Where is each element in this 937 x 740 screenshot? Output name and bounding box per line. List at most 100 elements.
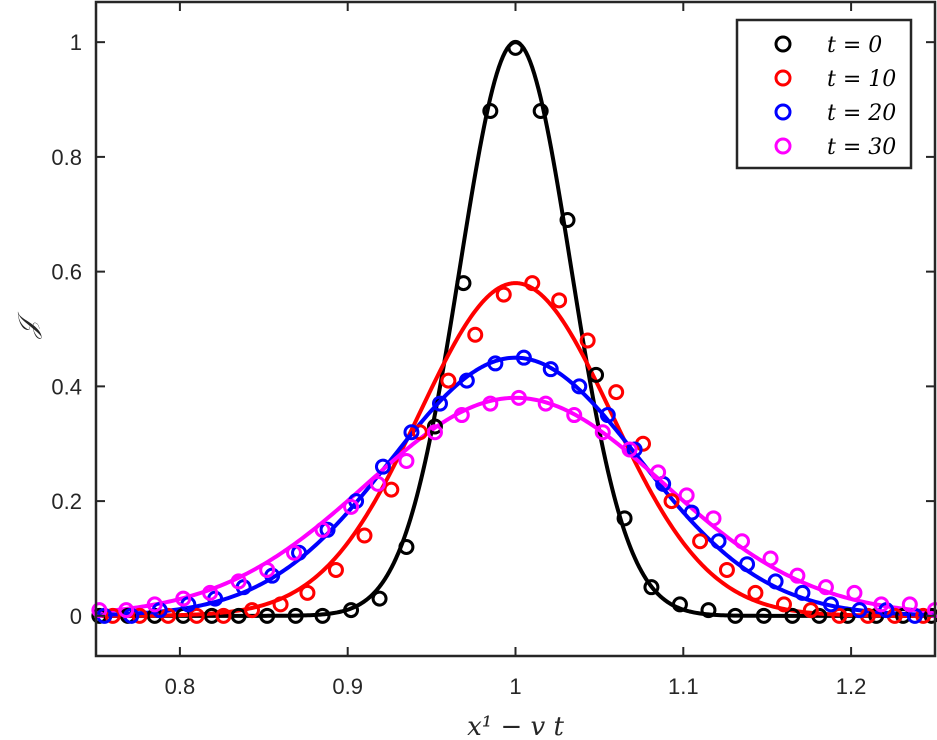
y-tick-label: 0 xyxy=(70,604,82,629)
data-point-series-1 xyxy=(831,607,848,624)
data-point-series-2 xyxy=(599,407,616,424)
data-point-series-3 xyxy=(426,424,443,441)
data-point-series-0 xyxy=(559,212,576,228)
data-point-series-1 xyxy=(440,372,457,389)
data-point-series-2 xyxy=(739,556,756,573)
data-point-series-1 xyxy=(215,607,232,624)
legend-label: t = 0 xyxy=(827,33,882,58)
data-point-series-3 xyxy=(734,533,751,550)
data-point-series-1 xyxy=(802,602,819,619)
data-point-series-1 xyxy=(692,533,709,550)
data-point-series-3 xyxy=(398,452,415,469)
y-tick-label: 0.4 xyxy=(51,374,82,399)
x-tick-label: 1.1 xyxy=(668,674,699,699)
data-point-series-2 xyxy=(515,349,532,366)
data-point-series-0 xyxy=(643,579,660,596)
data-point-series-1 xyxy=(299,584,316,601)
data-point-series-3 xyxy=(230,573,247,590)
y-tick-label: 0.2 xyxy=(51,489,82,514)
data-point-series-1 xyxy=(775,596,792,613)
data-point-series-3 xyxy=(621,441,638,458)
data-point-series-0 xyxy=(314,607,331,624)
x-tick-label: 0.8 xyxy=(165,674,196,699)
data-point-series-3 xyxy=(259,561,276,578)
legend-box xyxy=(735,18,913,170)
data-point-series-2 xyxy=(542,361,559,378)
data-point-series-0 xyxy=(616,510,633,527)
data-point-series-1 xyxy=(188,607,205,624)
data-point-series-1 xyxy=(131,607,148,624)
data-point-series-1 xyxy=(718,561,735,578)
data-point-series-3 xyxy=(762,550,779,567)
data-point-series-3 xyxy=(175,590,192,607)
data-point-series-2 xyxy=(458,372,475,389)
data-point-series-3 xyxy=(453,407,470,424)
data-point-series-0 xyxy=(259,607,276,624)
data-point-series-0 xyxy=(287,607,304,624)
y-tick-label: 1 xyxy=(70,30,82,55)
data-point-series-2 xyxy=(571,378,588,395)
legend-label: t = 20 xyxy=(827,101,896,126)
data-point-series-3 xyxy=(118,602,135,619)
legend-label: t = 30 xyxy=(827,135,896,160)
series-line-1 xyxy=(96,281,935,618)
data-point-series-2 xyxy=(710,533,727,550)
data-point-series-3 xyxy=(846,584,863,601)
y-tick-label: 0.6 xyxy=(51,260,82,285)
data-point-series-3 xyxy=(510,389,527,406)
x-axis-label: x¹ − v t xyxy=(467,712,564,740)
data-point-series-0 xyxy=(755,607,772,624)
data-point-series-0 xyxy=(455,275,472,292)
x-tick-label: 0.9 xyxy=(332,674,363,699)
data-point-series-1 xyxy=(244,602,261,619)
data-point-series-3 xyxy=(146,596,163,613)
data-point-series-0 xyxy=(671,596,688,613)
legend: t = 0 t = 10 t = 20 t = 30 xyxy=(735,18,913,170)
data-point-series-3 xyxy=(594,424,611,441)
y-axis-label: 𝒥 xyxy=(13,311,43,340)
data-point-series-1 xyxy=(383,481,400,498)
legend-marker xyxy=(774,69,792,87)
data-point-series-0 xyxy=(588,366,605,383)
data-point-series-0 xyxy=(482,103,499,119)
data-point-series-2 xyxy=(683,504,700,521)
data-point-series-0 xyxy=(343,602,360,619)
legend-marker xyxy=(774,35,792,53)
data-point-series-3 xyxy=(566,407,583,424)
data-point-series-2 xyxy=(794,584,811,601)
data-point-series-1 xyxy=(551,292,568,309)
data-point-series-1 xyxy=(467,326,484,343)
x-tick-label: 1.2 xyxy=(836,674,867,699)
data-point-series-3 xyxy=(537,395,554,412)
data-point-series-3 xyxy=(705,510,722,527)
data-point-series-0 xyxy=(398,539,415,555)
data-point-series-2 xyxy=(291,544,308,561)
legend-marker xyxy=(774,103,792,121)
data-point-series-2 xyxy=(487,355,504,372)
data-point-series-1 xyxy=(663,493,680,510)
data-point-series-2 xyxy=(851,602,868,619)
data-point-series-2 xyxy=(319,521,336,538)
series-line-3 xyxy=(96,395,935,614)
data-point-series-1 xyxy=(579,332,596,349)
data-point-series-2 xyxy=(822,596,839,613)
data-point-series-2 xyxy=(767,573,784,590)
data-point-series-3 xyxy=(817,579,834,596)
legend-label: t = 10 xyxy=(827,67,896,92)
data-point-series-1 xyxy=(104,607,121,624)
y-tick-label: 0.8 xyxy=(51,145,82,170)
data-point-series-0 xyxy=(371,590,388,607)
data-point-series-3 xyxy=(314,521,331,538)
data-point-series-2 xyxy=(431,395,448,412)
data-point-series-0 xyxy=(784,607,801,624)
data-point-series-0 xyxy=(532,103,549,119)
data-point-series-1 xyxy=(608,384,625,401)
markers-layer xyxy=(91,39,937,624)
data-point-series-3 xyxy=(286,544,302,561)
data-point-series-1 xyxy=(524,275,541,292)
data-point-series-3 xyxy=(789,567,806,584)
data-point-series-3 xyxy=(901,596,918,613)
data-point-series-1 xyxy=(356,527,373,544)
data-point-series-0 xyxy=(700,602,717,619)
